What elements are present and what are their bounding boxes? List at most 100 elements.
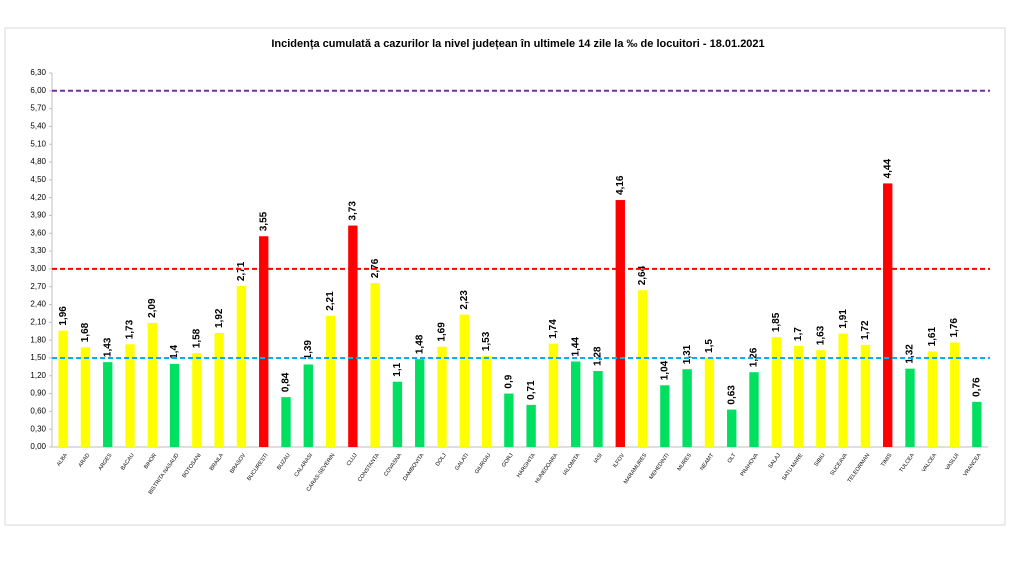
value-label: 0,71 xyxy=(526,380,537,400)
value-label: 1,96 xyxy=(58,306,69,326)
y-tick-label: 5,70 xyxy=(30,104,46,113)
value-label: 1,68 xyxy=(80,322,91,342)
bar xyxy=(370,283,380,447)
bar xyxy=(749,372,759,447)
y-tick-label: 2,40 xyxy=(30,300,46,309)
value-label: 4,44 xyxy=(882,159,893,179)
value-label: 2,64 xyxy=(637,265,648,285)
value-label: 0,9 xyxy=(503,374,514,388)
bar xyxy=(883,183,893,447)
y-tick-label: 5,10 xyxy=(30,139,46,148)
value-label: 1,61 xyxy=(927,327,938,347)
bar xyxy=(481,356,492,447)
value-label: 1,69 xyxy=(437,322,448,342)
bar xyxy=(838,333,848,447)
value-label: 1,04 xyxy=(659,360,670,380)
value-label: 1,31 xyxy=(682,344,693,364)
bar xyxy=(949,342,960,447)
value-label: 1,72 xyxy=(860,320,871,340)
y-tick-label: 6,00 xyxy=(30,86,46,95)
value-label: 2,71 xyxy=(236,261,247,281)
y-tick-label: 2,10 xyxy=(30,317,46,326)
y-tick-label: 0,60 xyxy=(30,406,46,415)
value-label: 1,74 xyxy=(548,319,559,339)
y-tick-label: 0,30 xyxy=(30,424,46,433)
value-label: 1,4 xyxy=(169,345,180,359)
bar xyxy=(771,337,781,447)
value-label: 2,23 xyxy=(459,290,470,310)
y-tick-label: 3,30 xyxy=(30,246,46,255)
y-tick-label: 1,50 xyxy=(30,353,46,362)
value-label: 1,91 xyxy=(838,309,849,329)
bar xyxy=(504,393,514,447)
bar xyxy=(437,346,447,447)
y-tick-label: 3,90 xyxy=(30,211,46,220)
chart-title: Incidența cumulată a cazurilor la nivel … xyxy=(271,38,764,50)
bar xyxy=(214,333,224,447)
value-label: 1,43 xyxy=(102,337,113,357)
y-tick-label: 4,20 xyxy=(30,193,46,202)
y-tick-label: 1,80 xyxy=(30,335,46,344)
bar xyxy=(459,314,469,447)
bar xyxy=(615,200,625,447)
bar xyxy=(548,343,559,447)
y-tick-label: 0,00 xyxy=(30,442,46,451)
value-label: 1,5 xyxy=(704,339,715,353)
bar xyxy=(682,369,692,447)
value-label: 1,7 xyxy=(793,327,804,341)
value-label: 1,48 xyxy=(414,334,425,354)
value-label: 3,73 xyxy=(347,201,358,221)
bar xyxy=(125,344,135,447)
value-label: 1,53 xyxy=(481,331,492,351)
value-label: 1,28 xyxy=(593,346,604,366)
bar xyxy=(660,385,670,447)
y-tick-label: 1,20 xyxy=(30,371,46,380)
value-label: 1,92 xyxy=(214,308,225,328)
bar xyxy=(259,236,269,447)
bar xyxy=(927,351,937,447)
bar xyxy=(972,401,982,447)
bar xyxy=(58,330,68,447)
bar xyxy=(905,368,915,447)
value-label: 1,26 xyxy=(749,347,760,367)
value-label: 1,85 xyxy=(771,312,782,332)
bar xyxy=(704,357,715,447)
bar xyxy=(281,397,291,447)
value-label: 1,73 xyxy=(125,319,136,339)
x-tick-label: IASI xyxy=(593,452,604,464)
bar xyxy=(303,364,313,447)
value-label: 1,44 xyxy=(570,337,581,357)
value-label: 0,76 xyxy=(971,377,982,397)
chart-frame xyxy=(4,27,1006,526)
bar xyxy=(80,347,91,447)
y-tick-label: 0,90 xyxy=(30,389,46,398)
y-tick-label: 2,70 xyxy=(30,282,46,291)
bar xyxy=(147,322,157,447)
bar xyxy=(192,353,202,447)
bar xyxy=(392,381,403,447)
bar xyxy=(816,350,826,447)
y-tick-label: 3,60 xyxy=(30,228,46,237)
bar xyxy=(571,361,581,447)
bar xyxy=(860,344,871,447)
value-label: 1,39 xyxy=(303,340,314,360)
bar xyxy=(169,363,180,447)
y-tick-label: 5,40 xyxy=(30,122,46,131)
bar xyxy=(526,404,536,447)
value-label: 2,21 xyxy=(325,291,336,311)
value-label: 4,16 xyxy=(615,175,626,195)
y-tick-label: 6,30 xyxy=(30,68,46,77)
y-tick-label: 3,00 xyxy=(30,264,46,273)
value-label: 3,55 xyxy=(258,211,269,231)
y-tick-label: 4,80 xyxy=(30,157,46,166)
bar xyxy=(593,371,603,447)
x-tick-label: OLT xyxy=(727,452,738,464)
value-label: 0,84 xyxy=(281,372,292,392)
value-label: 1,32 xyxy=(905,344,916,364)
bar xyxy=(637,290,648,447)
bar xyxy=(325,315,336,447)
value-label: 1,1 xyxy=(392,362,403,376)
value-label: 1,76 xyxy=(949,318,960,338)
value-label: 1,63 xyxy=(815,325,826,345)
